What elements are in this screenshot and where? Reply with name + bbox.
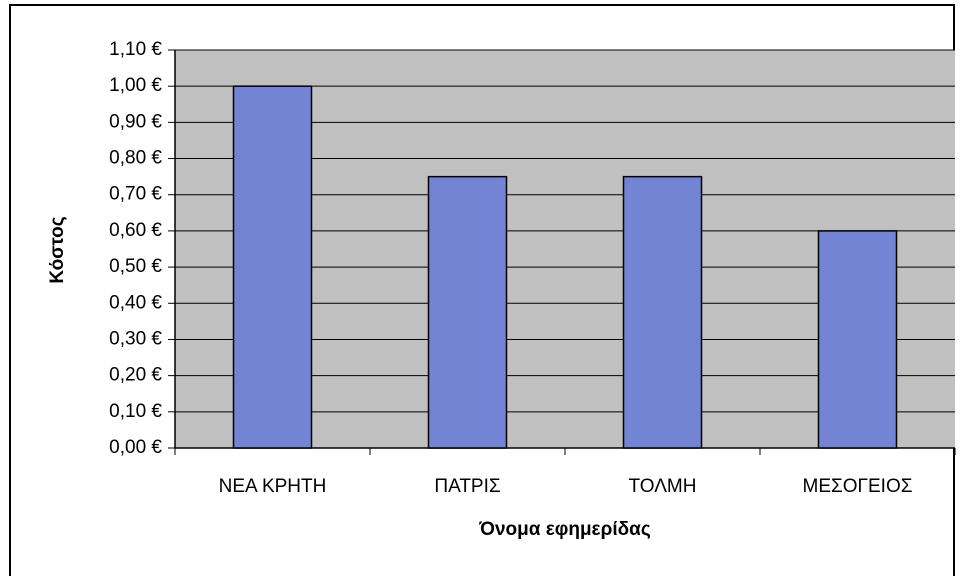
y-tick-label: 0,60 € xyxy=(109,220,162,241)
y-tick-label: 1,10 € xyxy=(109,39,162,60)
y-axis-label: Κόστος xyxy=(47,216,68,283)
x-axis-label: Όνομα εφημερίδας xyxy=(478,519,651,540)
y-tick-label: 0,80 € xyxy=(109,148,162,169)
y-tick-label: 0,50 € xyxy=(109,256,162,277)
y-tick-label: 0,20 € xyxy=(109,365,162,386)
y-tick-label: 0,90 € xyxy=(109,111,162,132)
y-tick-label: 0,70 € xyxy=(109,184,162,205)
bar xyxy=(427,175,508,449)
bar xyxy=(232,85,313,449)
x-tick-label: ΝΕΑ ΚΡΗΤΗ xyxy=(219,476,327,497)
y-tick-label: 0,40 € xyxy=(109,292,162,313)
y-tick-label: 0,30 € xyxy=(109,328,162,349)
y-tick-label: 1,00 € xyxy=(109,75,162,96)
y-tick-label: 0,10 € xyxy=(109,401,162,422)
y-tick-label: 0,00 € xyxy=(109,437,162,458)
bar xyxy=(622,175,703,449)
x-tick-label: ΠΑΤΡΙΣ xyxy=(434,476,500,497)
bar xyxy=(817,230,898,449)
x-tick-label: ΜΕΣΟΓΕΙΟΣ xyxy=(803,476,913,497)
x-tick-label: ΤΟΛΜΗ xyxy=(629,476,697,497)
